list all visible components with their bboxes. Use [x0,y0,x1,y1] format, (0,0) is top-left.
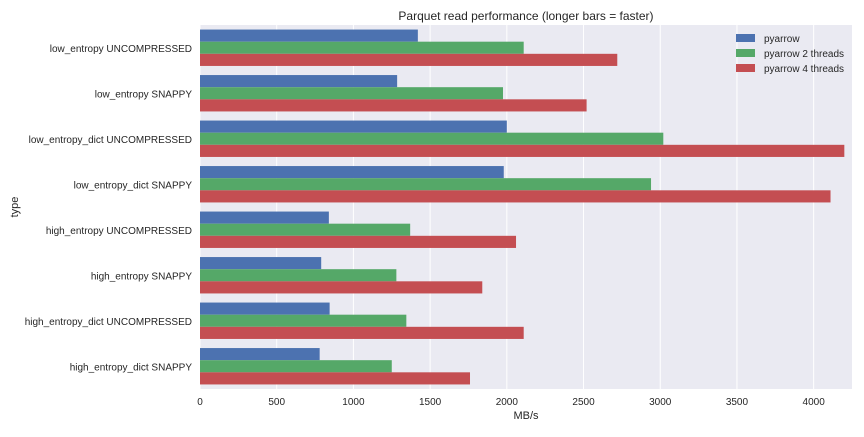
x-tick-labels: 0 500 1000 1500 2000 2500 3000 3500 4000 [197,397,825,408]
legend: pyarrow pyarrow 2 threads pyarrow 4 thread… [736,34,844,75]
legend-swatch [736,49,755,57]
bar [200,360,392,373]
bar [200,223,411,236]
y-tick-label: high_entropy_dict SNAPPY [70,362,193,373]
bar [200,99,587,112]
legend-swatch [736,64,755,72]
bar [200,235,517,248]
bar [200,87,503,100]
y-tick-label: high_entropy UNCOMPRESSED [46,226,192,237]
y-tick-label: high_entropy_dict UNCOMPRESSED [25,317,192,328]
legend-label: pyarrow 2 threads [764,49,844,60]
legend-label: pyarrow [764,34,800,45]
bar [200,75,398,88]
bar [200,348,320,361]
bar [200,211,329,224]
bars [200,29,845,385]
bar [200,302,330,315]
legend-swatch [736,34,755,42]
y-tick-labels: low_entropy UNCOMPRESSED low_entropy SNAP… [25,44,193,374]
x-tick-label: 1500 [419,397,442,408]
bar [200,269,397,282]
x-tick-label: 3000 [649,397,672,408]
y-tick-label: low_entropy_dict UNCOMPRESSED [29,135,192,146]
x-tick-label: 3500 [726,397,749,408]
bar [200,166,504,179]
bar [200,372,471,385]
legend-label: pyarrow 4 threads [764,64,844,75]
y-tick-label: low_entropy SNAPPY [95,89,193,100]
y-axis-label: type [9,197,21,218]
bar [200,178,652,191]
y-tick-label: low_entropy_dict SNAPPY [74,180,193,191]
bar [200,257,322,270]
x-tick-label: 2000 [496,397,519,408]
bar [200,29,418,42]
bar [200,132,664,145]
x-tick-label: 4000 [803,397,826,408]
bar [200,326,524,339]
y-tick-label: low_entropy UNCOMPRESSED [50,44,192,55]
x-tick-label: 2500 [572,397,595,408]
bar [200,281,483,294]
chart-title: Parquet read performance (longer bars = … [398,9,653,23]
x-tick-label: 1000 [342,397,365,408]
x-tick-label: 500 [268,397,285,408]
bar [200,120,507,133]
bar [200,144,845,157]
x-tick-label: 0 [197,397,203,408]
bar [200,314,407,327]
bar [200,53,618,66]
y-tick-label: high_entropy SNAPPY [91,271,193,282]
x-axis-label: MB/s [513,410,539,422]
bar [200,41,524,54]
bar [200,190,831,203]
